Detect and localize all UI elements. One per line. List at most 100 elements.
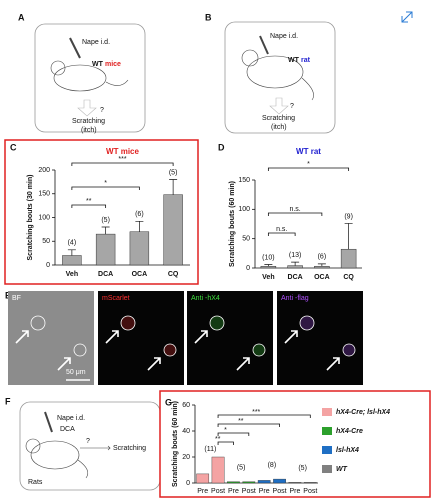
bar	[260, 265, 277, 269]
n-label: (6)	[318, 254, 327, 261]
y-tick-label: 50	[42, 238, 50, 245]
label: ?	[86, 438, 90, 445]
image-label: BF	[12, 295, 21, 302]
x-tick-label: Post	[303, 488, 317, 495]
panel-letter: A	[18, 12, 25, 22]
x-tick-label: Pre	[259, 488, 270, 495]
y-tick-label: 0	[46, 262, 50, 269]
image-label: mScarlet	[102, 295, 130, 302]
bar	[287, 265, 303, 269]
label: Nape i.d.	[82, 39, 110, 46]
panel-letter: C	[10, 142, 17, 152]
x-tick-label: CQ	[343, 274, 354, 281]
label: Scratching	[72, 118, 105, 125]
label: Nape i.d.	[57, 415, 85, 422]
x-tick-label: Pre	[228, 488, 239, 495]
bar	[62, 255, 82, 266]
x-tick-label: CQ	[168, 271, 179, 278]
y-tick-label: 0	[186, 480, 190, 487]
legend-swatch	[322, 465, 332, 473]
y-tick-label: 200	[38, 167, 50, 174]
mouse-illustration	[50, 37, 129, 117]
cell-outline	[163, 343, 177, 357]
bar	[211, 456, 225, 484]
significance-label: *	[307, 161, 310, 168]
n-label: (5)	[101, 217, 110, 224]
label: (itch)	[81, 127, 97, 134]
panel-frame	[224, 21, 336, 134]
y-tick-label: 100	[238, 206, 250, 213]
rat-illustration	[241, 35, 314, 115]
significance-bracket	[71, 186, 140, 190]
significance-bracket	[71, 162, 174, 166]
bar	[340, 248, 357, 269]
micrograph	[8, 291, 94, 385]
bar	[227, 481, 240, 484]
n-label: (11)	[204, 446, 216, 453]
x-tick-label: Post	[242, 488, 256, 495]
arrow	[326, 357, 340, 371]
arrow	[147, 357, 161, 371]
y-axis-label: Scratching bouts (60 min)	[229, 181, 236, 267]
bar	[303, 482, 317, 484]
micrograph	[187, 291, 273, 385]
legend-swatch	[322, 408, 332, 416]
x-tick-label: Veh	[262, 274, 274, 281]
y-tick-label: 60	[182, 402, 190, 409]
error-bar	[169, 179, 178, 195]
x-tick-label: Pre	[197, 488, 208, 495]
panel-letter: D	[218, 142, 225, 152]
y-axis-label: Scratching bouts (30 min)	[27, 175, 34, 261]
significance-label: ***	[118, 156, 126, 163]
image-label: Anti -hX4	[191, 295, 220, 302]
y-axis-label: Scratching bouts (60 min)	[172, 401, 179, 487]
significance-label: n.s.	[276, 226, 287, 233]
panel-letter: G	[165, 397, 172, 407]
significance-bracket	[217, 414, 311, 418]
error-bar	[291, 261, 300, 266]
image-label: Anti -flag	[281, 295, 309, 302]
panel-frame	[34, 23, 146, 133]
x-tick-label: Veh	[66, 271, 78, 278]
y-tick-label: 150	[38, 191, 50, 198]
legend-label: WT	[336, 466, 348, 473]
n-label: (9)	[344, 213, 353, 220]
label: ?	[100, 107, 104, 114]
expand-icon[interactable]	[401, 11, 413, 23]
cell-outline	[342, 343, 356, 357]
error-bar	[317, 263, 326, 267]
bar	[242, 481, 256, 484]
x-tick-label: Post	[211, 488, 225, 495]
bar	[288, 482, 302, 484]
x-tick-label: DCA	[98, 271, 113, 278]
y-tick-label: 50	[242, 236, 250, 243]
x-tick-label: OCA	[314, 274, 330, 281]
significance-label: *	[104, 180, 107, 187]
y-tick-label: 100	[38, 214, 50, 221]
n-label: (5)	[298, 465, 307, 472]
y-tick-label: 150	[238, 177, 250, 184]
n-label: (10)	[262, 254, 274, 261]
arrow	[105, 330, 119, 344]
highlight-frame	[159, 390, 431, 498]
significance-label: n.s.	[289, 206, 300, 213]
scale-bar-label: 50 μm	[66, 369, 86, 376]
error-bar	[67, 249, 76, 256]
x-tick-label: DCA	[288, 274, 303, 281]
n-label: (6)	[135, 211, 144, 218]
label: ?	[290, 103, 294, 110]
cell-outline	[209, 315, 225, 331]
legend-label: hX4-Cre	[336, 428, 363, 435]
significance-bracket	[217, 432, 250, 436]
error-bar	[101, 226, 110, 235]
significance-bracket	[267, 167, 350, 171]
significance-label: *	[224, 427, 227, 434]
n-label: (13)	[289, 252, 301, 259]
significance-bracket	[267, 212, 323, 216]
significance-bracket	[71, 204, 107, 208]
cell-outline	[73, 343, 87, 357]
label: (itch)	[271, 124, 287, 131]
bar	[314, 265, 330, 269]
micrograph	[277, 291, 363, 385]
